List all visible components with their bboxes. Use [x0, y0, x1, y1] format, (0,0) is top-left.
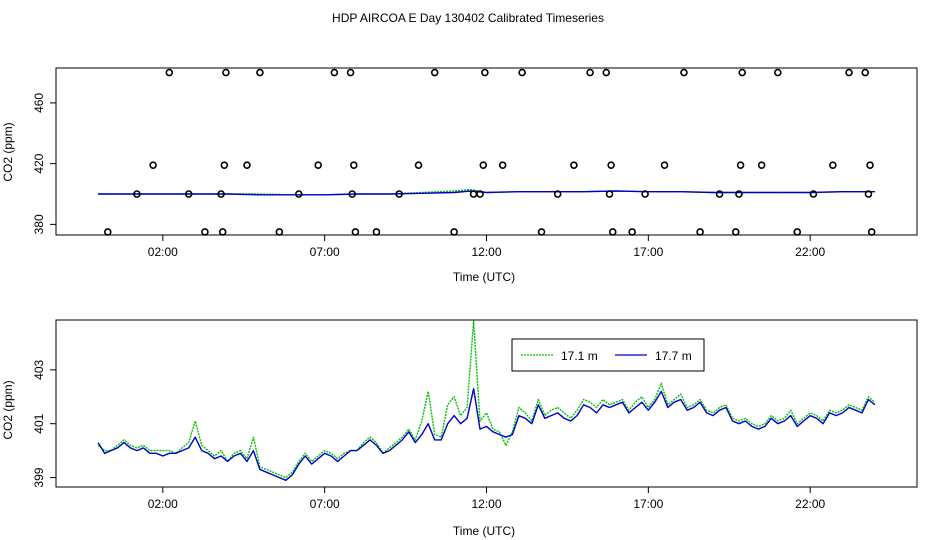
- x-tick-label: 02:00: [148, 245, 178, 259]
- x-tick-label: 22:00: [795, 497, 825, 511]
- calibration-point: [731, 228, 740, 236]
- calibration-point: [414, 161, 423, 169]
- x-tick-label: 12:00: [471, 245, 501, 259]
- calibration-point: [476, 190, 484, 198]
- calibration-point: [201, 228, 209, 236]
- calibration-point: [348, 190, 356, 198]
- calibration-point: [481, 68, 489, 77]
- calibration-point: [218, 228, 227, 236]
- y-tick-label: 403: [32, 359, 46, 379]
- top-panel: 02:00 07:00 12:00 17:00 22:00 380 420 460 Time…: [1, 67, 918, 284]
- calibration-point: [165, 68, 174, 77]
- x-tick-label: 12:00: [471, 497, 501, 511]
- calibration-point: [586, 68, 594, 77]
- y-tick-label: 460: [32, 93, 46, 113]
- legend-box: [511, 338, 705, 372]
- x-axis: 02:00 07:00 12:00 17:00 22:00: [148, 235, 826, 259]
- calibration-point: [222, 68, 230, 77]
- calibration-point: [680, 68, 688, 77]
- series-line-17-1m: [97, 320, 876, 479]
- calibration-point: [294, 190, 303, 198]
- calibration-point: [553, 190, 562, 198]
- calibration-point: [243, 161, 251, 169]
- calibration-point: [351, 228, 360, 236]
- chart-title: HDP AIRCOA E Day 130402 Calibrated Times…: [332, 11, 604, 25]
- calibration-point: [864, 190, 873, 198]
- bottom-panel: 02:00 07:00 12:00 17:00 22:00 399 401 403 Time…: [1, 319, 918, 538]
- x-axis-title: Time (UTC): [453, 270, 515, 284]
- x-tick-label: 17:00: [633, 245, 663, 259]
- calibration-point: [605, 190, 614, 198]
- calibration-point: [220, 161, 229, 169]
- calibration-point: [660, 161, 669, 169]
- y-axis-title: CO2 (ppm): [1, 122, 15, 181]
- calibration-point: [829, 161, 837, 169]
- y-tick-label: 401: [32, 413, 46, 433]
- calibration-point: [696, 228, 704, 236]
- x-axis-title: Time (UTC): [453, 524, 515, 538]
- y-tick-label: 399: [32, 467, 46, 487]
- calibration-point: [736, 161, 745, 169]
- series-line-17-7m: [98, 190, 875, 196]
- calibration-point: [607, 161, 615, 169]
- calibration-point: [133, 190, 141, 198]
- x-tick-label: 22:00: [795, 245, 825, 259]
- calibration-point: [570, 161, 578, 169]
- y-tick-label: 380: [32, 214, 46, 234]
- calibration-point: [256, 68, 264, 77]
- series-layer: [98, 188, 875, 196]
- calibration-point: [314, 161, 322, 169]
- y-tick-label: 420: [32, 153, 46, 173]
- calibration-point: [537, 228, 546, 236]
- legend-label-17-7m: 17.7 m: [655, 349, 692, 363]
- legend: 17.1 m 17.7 m: [511, 338, 705, 372]
- calibration-point: [845, 68, 853, 77]
- plot-frame: [55, 67, 918, 236]
- calibration-point: [346, 68, 355, 77]
- y-axis: 399 401 403: [32, 359, 56, 488]
- y-axis-title: CO2 (ppm): [1, 380, 15, 439]
- calibration-point: [372, 228, 381, 236]
- legend-label-17-1m: 17.1 m: [561, 349, 598, 363]
- calibration-point: [628, 228, 636, 236]
- x-tick-label: 02:00: [148, 497, 178, 511]
- calibration-points: [103, 68, 876, 236]
- calibration-point: [275, 228, 284, 236]
- calibration-point: [757, 161, 766, 169]
- calibration-point: [450, 228, 458, 236]
- calibration-point: [330, 68, 339, 77]
- plot-frame: [55, 319, 918, 488]
- y-axis: 380 420 460: [32, 93, 56, 234]
- calibration-point: [738, 68, 747, 77]
- calibration-point: [867, 228, 876, 236]
- calibration-point: [774, 68, 782, 77]
- x-axis: 02:00 07:00 12:00 17:00 22:00: [148, 487, 826, 511]
- calibration-point: [861, 68, 870, 77]
- calibration-point: [793, 228, 802, 236]
- calibration-point: [608, 228, 617, 236]
- calibration-point: [430, 68, 439, 77]
- x-tick-label: 17:00: [633, 497, 663, 511]
- calibration-point: [715, 190, 724, 198]
- calibration-point: [641, 190, 649, 198]
- calibration-point: [184, 190, 193, 198]
- x-tick-label: 07:00: [310, 497, 340, 511]
- calibration-point: [349, 161, 358, 169]
- calibration-point: [149, 161, 157, 169]
- calibration-point: [395, 190, 403, 198]
- calibration-point: [479, 161, 488, 169]
- series-layer: [97, 320, 876, 481]
- calibration-point: [498, 161, 507, 169]
- calibration-point: [103, 228, 112, 236]
- x-tick-label: 07:00: [310, 245, 340, 259]
- calibration-point: [735, 190, 743, 198]
- series-line-17-7m: [97, 388, 876, 481]
- calibration-point: [518, 68, 526, 77]
- calibration-point: [866, 161, 874, 169]
- calibration-point: [602, 68, 611, 77]
- calibration-point: [809, 190, 818, 198]
- calibration-point: [217, 190, 225, 198]
